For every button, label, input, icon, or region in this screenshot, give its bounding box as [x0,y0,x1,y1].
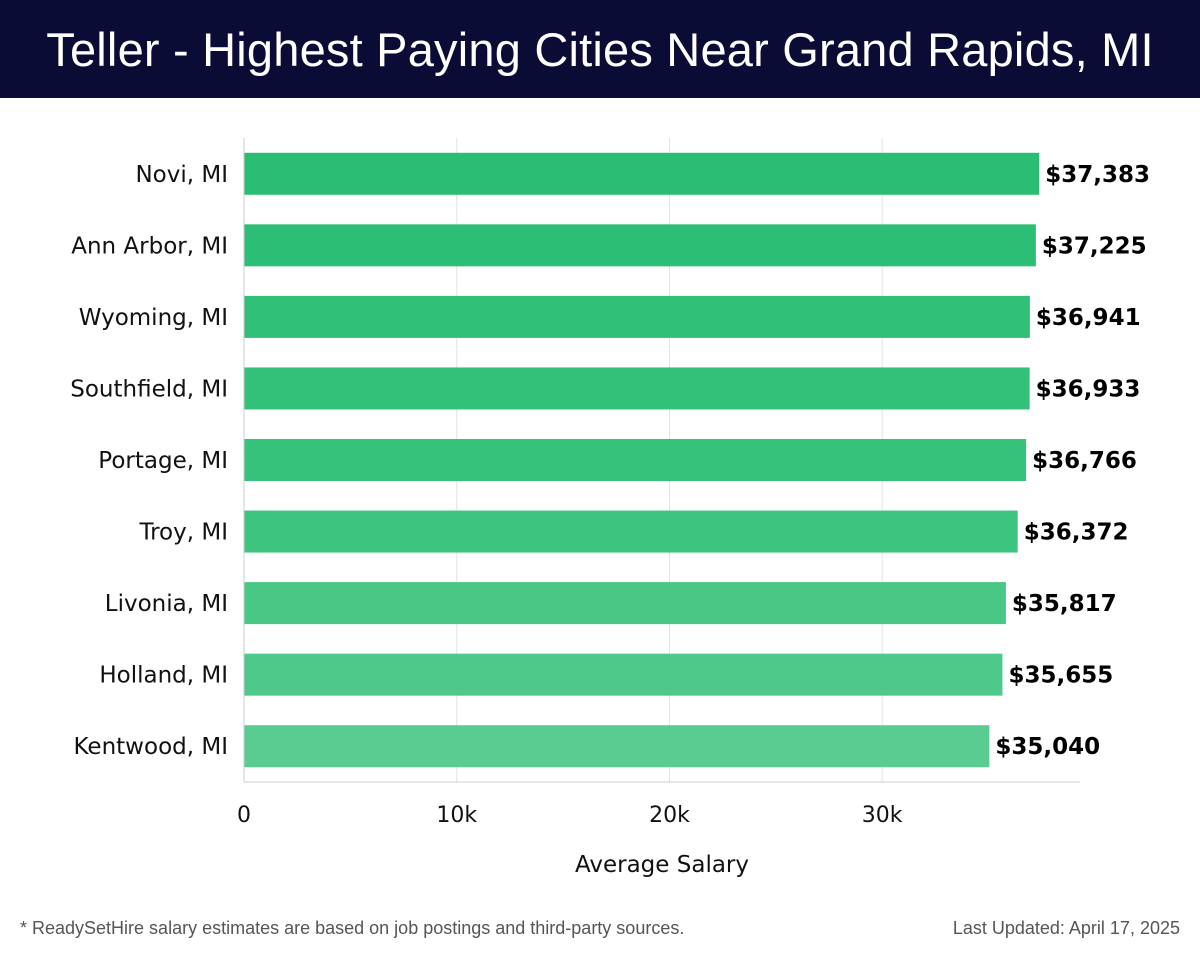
category-label: Wyoming, MI [79,305,228,331]
bar [244,295,1030,338]
bar [244,725,990,768]
footer-note: * ReadySetHire salary estimates are base… [20,918,685,938]
value-label: $35,655 [1008,663,1113,689]
category-label: Ann Arbor, MI [71,233,228,259]
x-tick-label: 20k [649,803,690,828]
category-label: Kentwood, MI [74,734,229,760]
category-label: Southfield, MI [70,376,228,402]
bar [244,582,1006,625]
chart-header: Teller - Highest Paying Cities Near Gran… [0,0,1200,98]
value-label: $35,817 [1012,591,1117,617]
value-label: $35,040 [995,734,1100,760]
bar-chart: 0 10k 20k 30k Novi, MI $37,383 Ann Arbor, MI $3… [70,138,1150,878]
value-label: $36,372 [1024,520,1129,546]
labels: 0 10k 20k 30k Novi, MI $37,383 Ann Arbor, MI $3… [70,162,1150,828]
category-label: Livonia, MI [105,591,228,617]
bar [244,653,1003,696]
x-tick-label: 30k [862,803,903,828]
x-tick-label: 0 [237,803,251,828]
category-label: Troy, MI [138,520,228,546]
bar [244,224,1036,267]
bars [244,152,1040,768]
x-axis-title: Average Salary [575,852,749,878]
value-label: $36,941 [1036,305,1141,331]
category-label: Novi, MI [135,162,228,188]
value-label: $37,225 [1042,233,1147,259]
bar [244,439,1027,481]
category-label: Holland, MI [99,663,228,689]
category-label: Portage, MI [98,448,228,474]
last-updated: Last Updated: April 17, 2025 [952,918,1180,938]
value-label: $36,933 [1036,376,1141,402]
value-label: $37,383 [1045,162,1150,188]
axes [243,138,1080,783]
x-tick-label: 10k [436,803,477,828]
chart-title: Teller - Highest Paying Cities Near Gran… [46,22,1154,76]
bar [244,510,1018,553]
value-label: $36,766 [1032,448,1137,474]
bar [244,152,1040,195]
bar [244,367,1030,410]
